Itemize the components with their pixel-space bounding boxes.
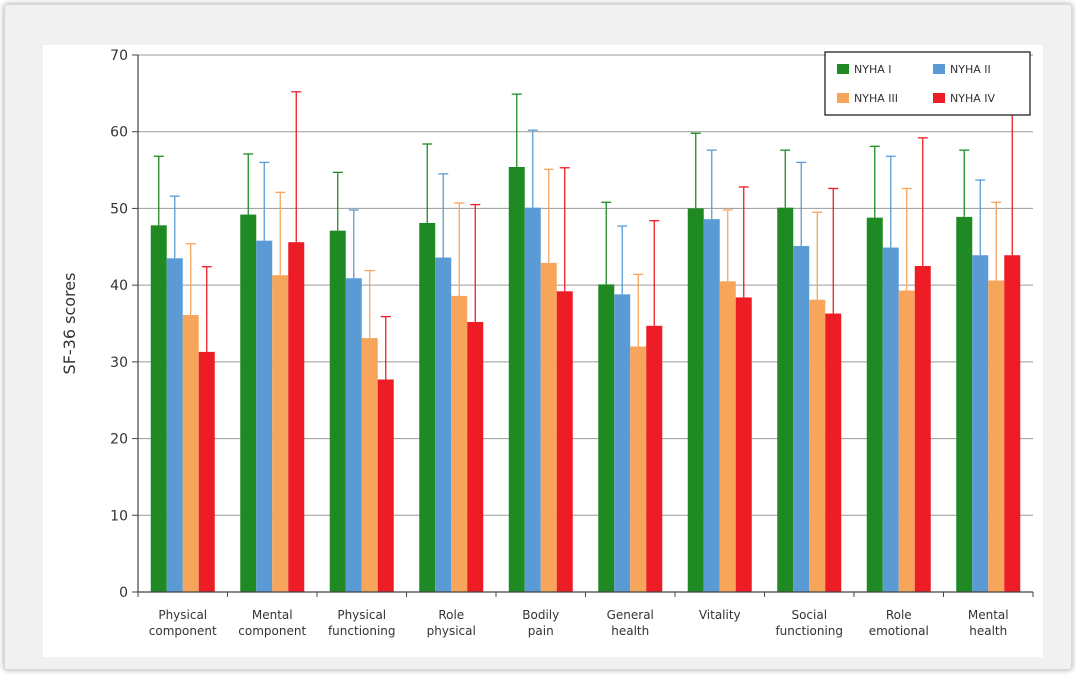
bar [866, 217, 883, 593]
y-tick-label: 70 [110, 48, 128, 64]
legend-label: NYHA IV [950, 92, 995, 105]
bar [540, 262, 557, 592]
bar [150, 225, 167, 592]
bar [646, 325, 663, 592]
bar [361, 338, 378, 592]
bar [598, 284, 615, 592]
x-category-label: functioning [775, 624, 843, 638]
x-category-label: Role [438, 608, 464, 622]
bar [793, 246, 810, 593]
x-category-label: Physical [158, 608, 207, 622]
bar [687, 208, 704, 592]
x-category-label: Mental [968, 608, 1009, 622]
bar [377, 379, 394, 592]
x-category-label: Social [791, 608, 827, 622]
bar [630, 346, 647, 592]
bar [719, 281, 736, 592]
bar [240, 214, 257, 592]
x-category-label: component [238, 624, 306, 638]
bar [809, 299, 826, 592]
bar [825, 313, 842, 592]
bar [614, 294, 631, 592]
chart-panel: 0 10 20 30 40 50 60 70 SF-36 scores Physical compo… [43, 45, 1043, 657]
legend-swatch [837, 93, 849, 103]
y-tick-label: 0 [119, 585, 128, 601]
bar [914, 265, 931, 592]
bar [508, 167, 525, 592]
legend-label: NYHA I [854, 63, 892, 76]
bar [1004, 255, 1021, 592]
x-category-label: Physical [337, 608, 386, 622]
bar [435, 257, 452, 592]
bar [345, 278, 362, 592]
x-category-label: pain [528, 624, 554, 638]
legend-swatch [933, 93, 945, 103]
y-tick-label: 60 [110, 125, 128, 141]
bar [272, 275, 289, 592]
legend-label: NYHA II [950, 63, 991, 76]
legend-swatch [933, 64, 945, 74]
bar [735, 297, 752, 592]
bar [166, 258, 183, 592]
y-tick-label: 40 [110, 278, 128, 294]
y-axis-title: SF-36 scores [60, 273, 79, 375]
legend-box [824, 51, 1031, 116]
legend-label: NYHA III [854, 92, 898, 105]
x-category-label: Vitality [699, 608, 741, 622]
y-tick-label: 10 [110, 508, 128, 524]
y-tick-label: 30 [110, 355, 128, 371]
bar [703, 219, 720, 592]
x-category-label: General [607, 608, 654, 622]
bar [288, 242, 305, 592]
sf36-bar-chart: 0 10 20 30 40 50 60 70 SF-36 scores Physical compo… [60, 48, 1034, 638]
x-category-label: health [611, 624, 649, 638]
bar [556, 291, 573, 592]
bar [329, 230, 346, 592]
x-category-label: functioning [328, 624, 396, 638]
x-category-label: Role [886, 608, 912, 622]
bar [198, 351, 215, 592]
bar [182, 315, 199, 592]
legend-swatch [837, 64, 849, 74]
bar [956, 216, 973, 593]
x-category-label: physical [427, 624, 476, 638]
bar [419, 223, 436, 593]
bar [972, 255, 989, 592]
figure-frame: 0 10 20 30 40 50 60 70 SF-36 scores Physical compo… [4, 4, 1072, 670]
bar [451, 295, 468, 592]
x-category-label: component [149, 624, 217, 638]
x-category-label: emotional [869, 624, 929, 638]
bar [467, 321, 484, 592]
y-tick-label: 50 [110, 201, 128, 217]
bar [882, 247, 899, 592]
x-category-label: Mental [252, 608, 293, 622]
bar [898, 290, 915, 592]
bar [777, 207, 794, 592]
x-category-label: health [969, 624, 1007, 638]
bar [256, 240, 273, 593]
x-category-label: Bodily [522, 608, 559, 622]
bar [524, 207, 541, 592]
bar [988, 280, 1005, 592]
y-tick-label: 20 [110, 432, 128, 448]
